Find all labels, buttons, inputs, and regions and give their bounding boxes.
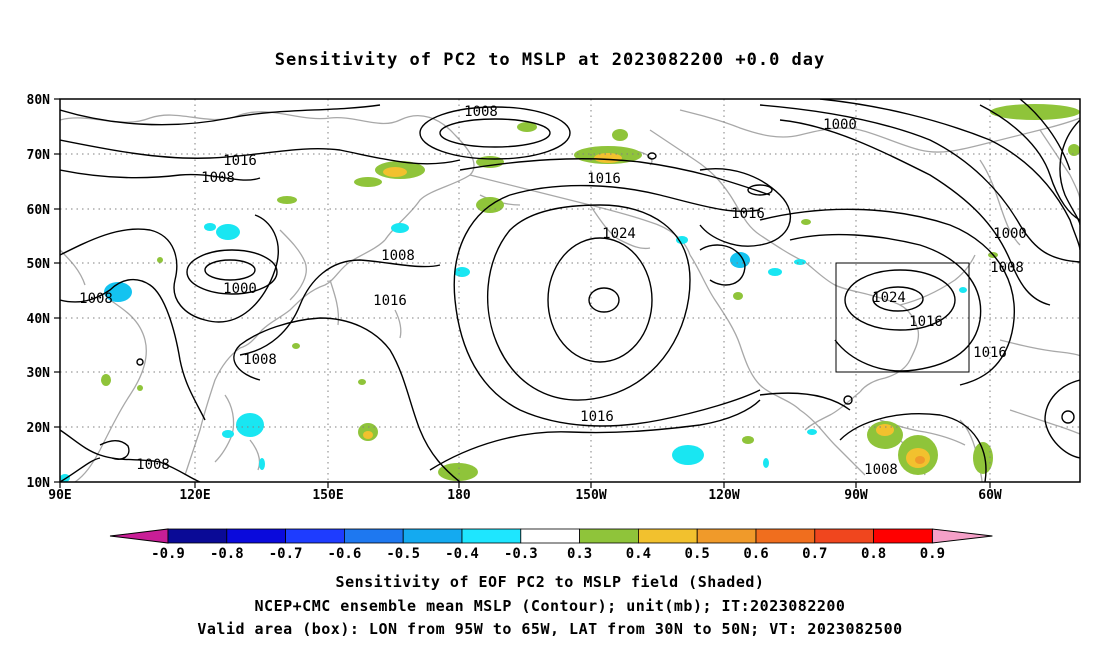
lat-label: 80N [27, 93, 51, 108]
colorbar-swatch [755, 528, 816, 544]
mslp-contours [60, 99, 1080, 482]
colorbar: -0.9 -0.8 -0.7 -0.6 -0.5 -0.4 -0.3 0.3 0.4 0.5 0.6… [109, 528, 993, 562]
colorbar-tick-label: 0.5 [685, 546, 710, 562]
contour-label: 1024 [872, 290, 906, 306]
lat-label: 50N [27, 257, 51, 272]
negative-sensitivity-shading [60, 223, 967, 482]
colorbar-tick-label: -0.5 [386, 546, 420, 562]
positive-sensitivity-shading [101, 104, 1080, 481]
contour-label: 1008 [201, 170, 235, 186]
colorbar-tick-label: 0.8 [861, 546, 886, 562]
contour-label: 1016 [587, 171, 621, 187]
caption-line-1: Sensitivity of EOF PC2 to MSLP field (Sh… [335, 573, 765, 591]
contour-label: 1008 [136, 457, 170, 473]
colorbar-tick-label: 0.7 [802, 546, 827, 562]
lat-label: 40N [27, 312, 51, 327]
colorbar-swatch [873, 528, 933, 544]
lat-label: 10N [27, 476, 51, 491]
colorbar-swatch [285, 528, 345, 544]
contour-label: 1016 [731, 206, 765, 222]
valid-area-box [835, 262, 970, 373]
chart-title: Sensitivity of PC2 to MSLP at 2023082200… [274, 50, 826, 70]
lon-label: 120W [708, 488, 739, 503]
contour-label: 1008 [243, 352, 277, 368]
colorbar-swatch [696, 528, 757, 544]
colorbar-tick-label: -0.4 [445, 546, 479, 562]
colorbar-tick-label: -0.6 [328, 546, 362, 562]
plot-area [60, 99, 1080, 482]
latitude-labels: 80N 70N 60N 50N 40N 30N 20N 10N [27, 93, 51, 491]
contour-label: 1016 [580, 409, 614, 425]
colorbar-swatch [814, 528, 874, 544]
colorbar-swatch [402, 528, 463, 544]
plot-frame [59, 98, 1081, 483]
colorbar-swatch [226, 528, 287, 544]
contour-label: 1016 [373, 293, 407, 309]
contour-label: 1024 [602, 226, 636, 242]
lon-label: 180 [447, 488, 471, 503]
contour-label: 1008 [79, 291, 113, 307]
coastlines [60, 109, 1080, 482]
contour-label: 1008 [381, 248, 415, 264]
lat-label: 20N [27, 421, 51, 436]
colorbar-tick-label: -0.3 [504, 546, 538, 562]
colorbar-tick-label: 0.3 [567, 546, 592, 562]
contour-label: 1008 [464, 104, 498, 120]
lon-label: 150E [312, 488, 343, 503]
colorbar-swatch [343, 528, 404, 544]
contour-label: 1016 [973, 345, 1007, 361]
colorbar-swatch [579, 528, 639, 544]
colorbar-tick-label: 0.9 [920, 546, 945, 562]
contour-label: 1016 [909, 314, 943, 330]
contour-label: 1016 [223, 153, 257, 169]
lon-label: 90E [48, 488, 71, 503]
colorbar-tick-label: -0.8 [210, 546, 244, 562]
lat-label: 30N [27, 366, 51, 381]
longitude-labels: 90E 120E 150E 180 150W 120W 90W 60W [48, 488, 1002, 503]
contour-label: 1000 [223, 281, 257, 297]
colorbar-swatch [520, 528, 580, 544]
lon-label: 120E [179, 488, 210, 503]
contour-label: 1000 [823, 117, 857, 133]
colorbar-tick-label: -0.7 [269, 546, 303, 562]
contour-label: 1008 [990, 260, 1024, 276]
colorbar-tick-label: 0.4 [626, 546, 651, 562]
colorbar-swatch [167, 528, 228, 544]
lon-label: 90W [844, 488, 868, 503]
caption-line-2: NCEP+CMC ensemble mean MSLP (Contour); u… [254, 597, 846, 615]
colorbar-right-arrow [931, 528, 993, 544]
colorbar-tick-label: 0.6 [743, 546, 768, 562]
contour-label: 1000 [993, 226, 1027, 242]
colorbar-swatch [461, 528, 522, 544]
colorbar-left-arrow [109, 528, 169, 544]
colorbar-swatch [638, 528, 698, 544]
lat-label: 70N [27, 148, 51, 163]
axis-ticks [54, 98, 991, 488]
grid-lines [60, 99, 1080, 482]
contour-label: 1008 [864, 462, 898, 478]
colorbar-tick-label: -0.9 [151, 546, 185, 562]
contour-labels: 1008 1000 1016 1008 1016 1024 1016 1000 … [79, 104, 1027, 478]
lon-label: 150W [575, 488, 606, 503]
lon-label: 60W [978, 488, 1002, 503]
caption-line-3: Valid area (box): LON from 95W to 65W, L… [197, 620, 903, 638]
lat-label: 60N [27, 203, 51, 218]
